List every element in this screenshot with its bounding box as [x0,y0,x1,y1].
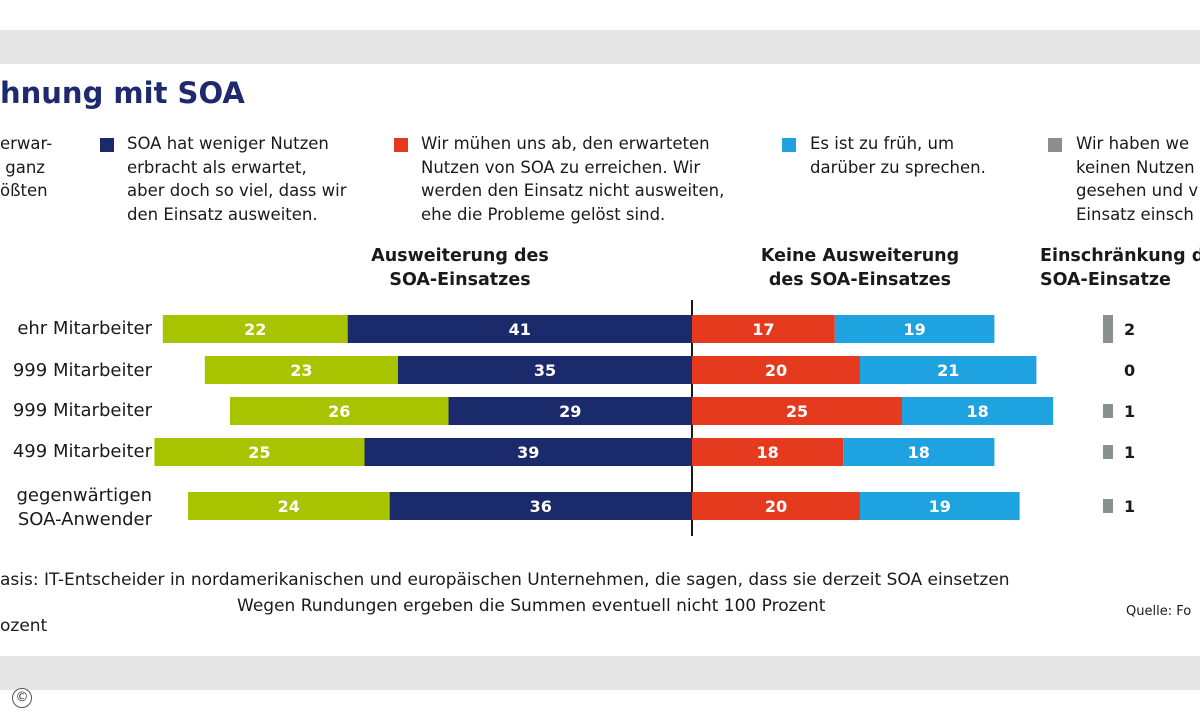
bar-restriction [1103,499,1113,513]
legend-label-gray: Wir haben we keinen Nutzen gesehen und v… [1076,134,1199,224]
bar-value-label: 41 [509,320,531,339]
restriction-value-label: 1 [1124,443,1135,462]
source-note: Quelle: Fo [1126,604,1192,619]
bar-value-label: 25 [786,402,808,421]
bar-value-label: 23 [290,361,312,380]
unit-note: ozent [0,616,48,636]
bar-value-label: 19 [929,497,951,516]
bar-right-3 [843,438,995,466]
bar-value-label: 29 [559,402,581,421]
bar-left-1 [347,315,692,343]
bar-right-2 [692,356,860,384]
legend-label-green: erwar- ganz ößten [0,134,53,200]
bar-left-1 [448,397,692,425]
row-label: 999 Mitarbeiter [12,360,152,381]
bar-value-label: 22 [244,320,266,339]
rounding-note: Wegen Rundungen ergeben die Summen event… [237,596,826,616]
legend-swatch-blue [782,138,796,152]
bar-left-0 [230,397,449,425]
bar-value-label: 18 [908,443,930,462]
legend-label-blue: Es ist zu früh, um darüber zu sprechen. [810,134,986,177]
legend-swatch-gray [1048,138,1062,152]
legend-label-red: Wir mühen uns ab, den erwarteten Nutzen … [421,134,725,224]
bar-right-3 [902,397,1054,425]
legend-swatch-navy [100,138,114,152]
bar-value-label: 21 [937,361,959,380]
bar-right-2 [692,397,902,425]
legend-label-navy: SOA hat weniger Nutzen erbracht als erwa… [127,134,347,224]
bar-restriction [1103,404,1113,418]
bar-value-label: 36 [530,497,552,516]
bar-left-1 [398,356,692,384]
bar-value-label: 20 [765,497,787,516]
bar-value-label: 18 [756,443,778,462]
copyright-icon: © [12,688,32,708]
row-label: ehr Mitarbeiter [17,318,152,339]
bar-left-0 [162,315,348,343]
bar-right-3 [834,315,995,343]
bar-right-3 [860,492,1020,520]
chart-title: hnung mit SOA [0,76,245,110]
bar-right-2 [692,492,860,520]
bar-value-label: 35 [534,361,556,380]
bar-left-1 [389,492,692,520]
bar-left-0 [188,492,390,520]
basis-note: asis: IT-Entscheider in nordamerikanisch… [0,570,1010,590]
bar-value-label: 25 [248,443,270,462]
bar-restriction [1103,315,1113,343]
restriction-value-label: 0 [1124,361,1135,380]
legend-swatch-red [394,138,408,152]
bar-left-1 [364,438,692,466]
row-label: 499 Mitarbeiter [12,441,152,462]
row-label: gegenwärtigen SOA-Anwender [16,485,152,530]
bar-value-label: 20 [765,361,787,380]
bar-restriction [1103,445,1113,459]
bar-value-label: 19 [903,320,925,339]
bar-right-2 [692,438,844,466]
bar-value-label: 24 [278,497,300,516]
top-band [0,30,1200,64]
group-title-restriction: Einschränkung d SOA-Einsatze [1040,246,1200,290]
group-title-expansion: Ausweiterung des SOA-Einsatzes [371,246,549,290]
bar-right-2 [692,315,835,343]
restriction-value-label: 1 [1124,402,1135,421]
bar-value-label: 18 [966,402,988,421]
bar-right-3 [860,356,1037,384]
bar-value-label: 26 [328,402,350,421]
restriction-value-label: 2 [1124,320,1135,339]
bar-left-0 [204,356,398,384]
bar-left-0 [154,438,365,466]
restriction-value-label: 1 [1124,497,1135,516]
bottom-band [0,656,1200,690]
row-label: 999 Mitarbeiter [12,400,152,421]
bar-value-label: 39 [517,443,539,462]
bar-value-label: 17 [752,320,774,339]
group-title-no-expansion: Keine Ausweiterung des SOA-Einsatzes [760,246,960,290]
